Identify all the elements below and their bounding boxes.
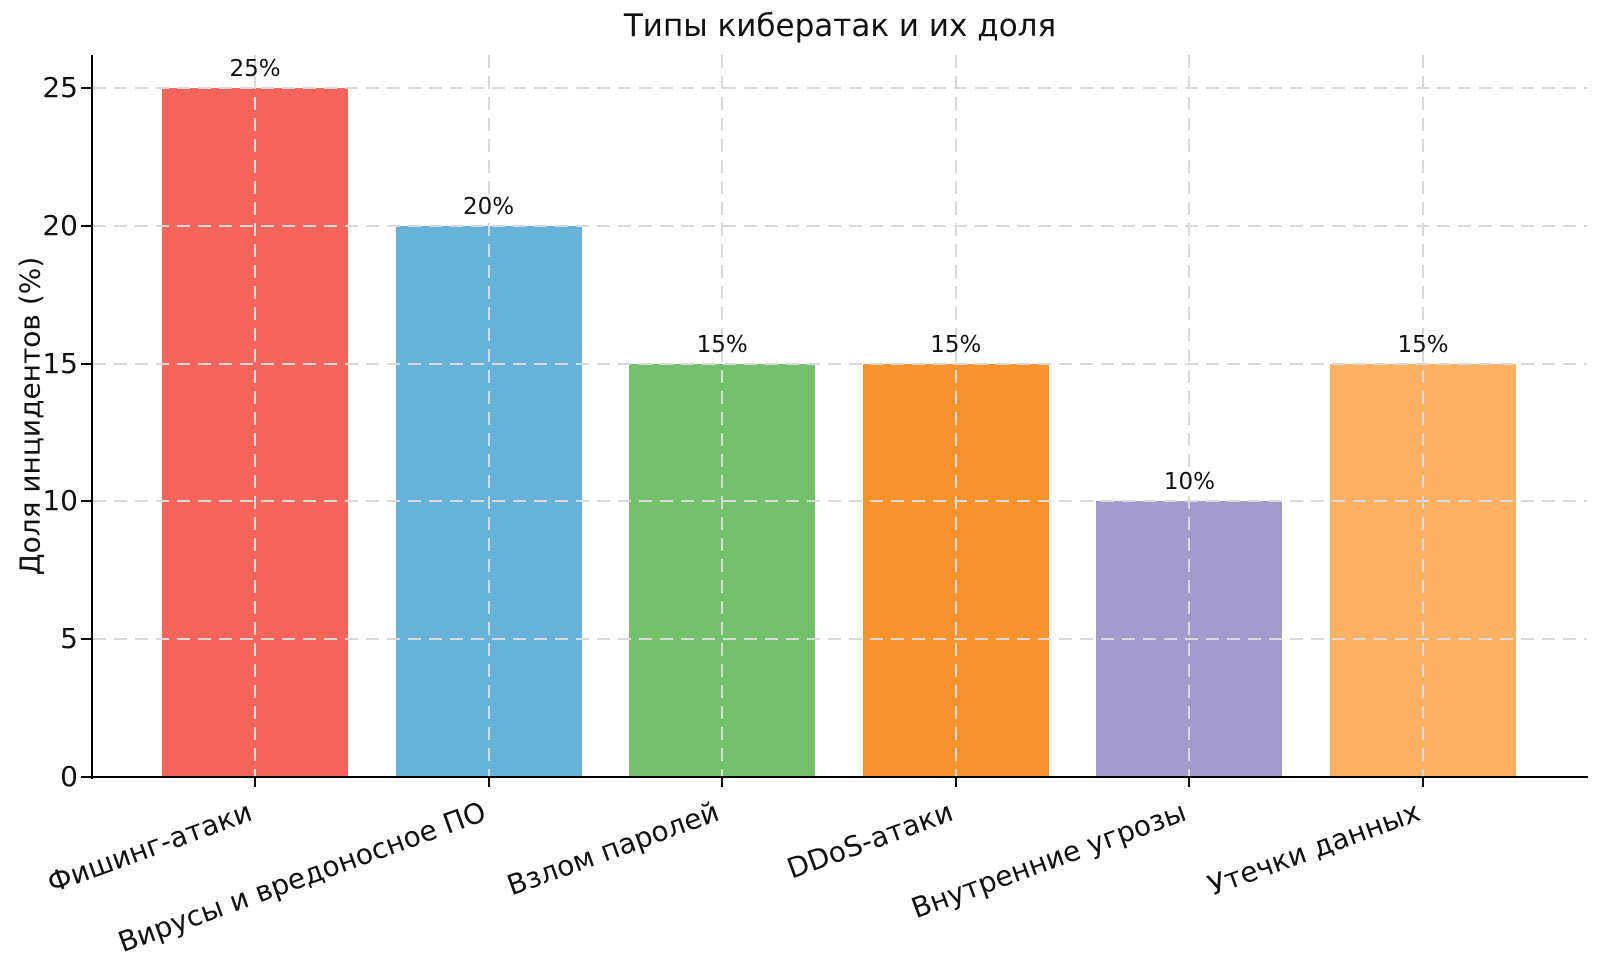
y-tick-label-20: 20: [42, 208, 78, 242]
v-gridline-6: [1422, 55, 1424, 777]
y-tick-label-0: 0: [60, 760, 78, 793]
h-gridline-5: [93, 638, 1587, 641]
h-gridline-25: [93, 87, 1587, 89]
y-tick-label-15: 15: [42, 346, 78, 380]
bar-value-label-6: 15%: [1397, 331, 1449, 358]
y-tick-label-10: 10: [42, 484, 78, 518]
v-gridline-3: [721, 55, 724, 777]
h-gridline-20: [93, 224, 1587, 227]
x-axis-spine: [91, 776, 1588, 778]
v-gridline-5: [1188, 55, 1191, 777]
x-tick-mark-6: [1422, 777, 1424, 787]
h-gridline-10: [93, 500, 1587, 503]
x-tick-mark-3: [721, 777, 724, 787]
y-tick-mark-5: [81, 638, 91, 641]
bar-value-label-5: 10%: [1163, 469, 1215, 496]
x-tick-mark-1: [254, 777, 256, 787]
h-gridline-15: [93, 362, 1587, 365]
y-tick-mark-15: [81, 362, 91, 365]
y-tick-mark-20: [81, 224, 91, 227]
plot-area: 0 5 10 15 20 25 25% Фишинг-атаки 20% Вирусы и вре…: [42, 55, 1588, 954]
y-axis-spine: [91, 55, 93, 779]
bar-value-label-2: 20%: [463, 193, 515, 220]
y-tick-mark-25: [81, 87, 91, 89]
v-gridline-2: [487, 55, 490, 777]
bar-value-label-1: 25%: [229, 56, 281, 82]
x-tick-mark-2: [487, 777, 490, 787]
y-tick-mark-10: [81, 500, 91, 503]
v-gridline-4: [954, 55, 957, 777]
y-tick-mark-0: [81, 776, 91, 778]
y-tick-label-25: 25: [42, 71, 78, 104]
y-tick-label-5: 5: [60, 622, 78, 656]
bar-value-label-3: 15%: [696, 331, 748, 358]
x-tick-mark-5: [1188, 777, 1191, 787]
y-axis-label: Доля инцидентов (%): [13, 256, 47, 576]
v-gridline-1: [254, 55, 256, 777]
x-tick-mark-4: [954, 777, 957, 787]
bar-value-label-4: 15%: [930, 331, 982, 358]
chart-title: Типы кибератак и их доля: [623, 8, 1057, 44]
